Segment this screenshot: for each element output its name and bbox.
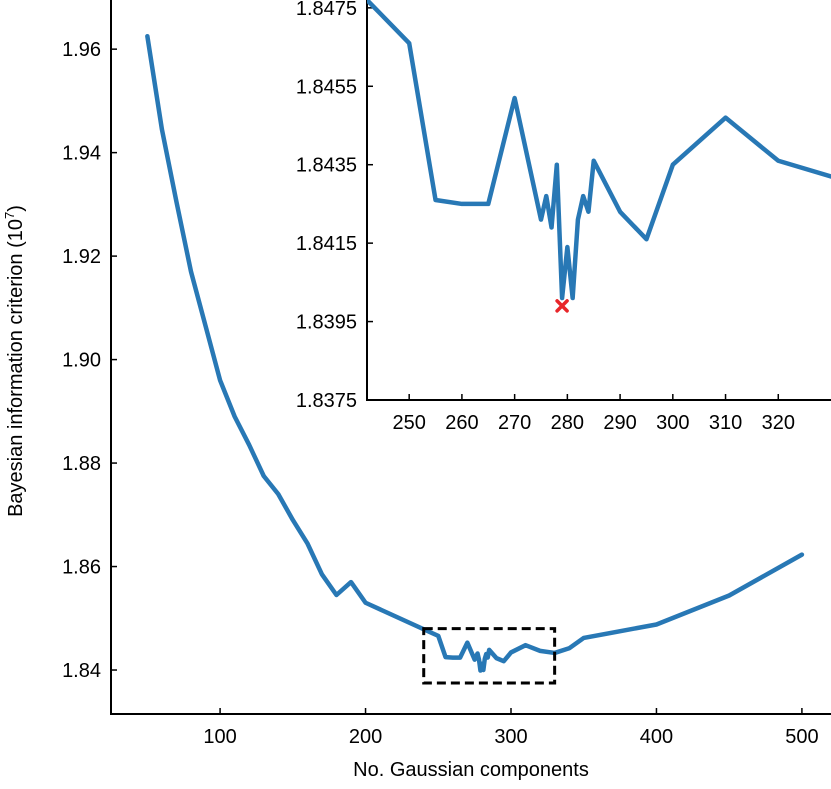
y-tick-label: 1.8435 — [296, 155, 357, 177]
x-tick-label: 400 — [640, 726, 673, 748]
x-tick-label: 290 — [603, 412, 636, 434]
y-tick-label: 1.90 — [62, 350, 101, 372]
x-tick-label: 260 — [445, 412, 478, 434]
y-tick-label: 1.8395 — [296, 312, 357, 334]
bic-series-line — [145, 33, 805, 673]
y-tick-label: 1.8375 — [296, 390, 357, 412]
x-tick-label: 500 — [785, 726, 818, 748]
y-axis-title-exponent: 7 — [2, 212, 17, 219]
x-tick-label: 280 — [551, 412, 584, 434]
y-tick-label: 1.8415 — [296, 233, 357, 255]
y-tick-label: 1.96 — [62, 39, 101, 61]
minimum-marker — [555, 299, 569, 313]
y-tick-label: 1.84 — [62, 660, 101, 682]
axis-spines — [110, 0, 831, 715]
x-tick-label: 310 — [709, 412, 742, 434]
x-tick-label: 300 — [656, 412, 689, 434]
zoom-region-box — [422, 627, 557, 685]
y-tick-label: 1.86 — [62, 557, 101, 579]
y-tick-label: 1.88 — [62, 453, 101, 475]
y-axis-title-main: Bayesian information criterion (10 — [5, 219, 27, 517]
x-tick-label: 270 — [498, 412, 531, 434]
x-tick-label: 100 — [203, 726, 236, 748]
x-tick-label: 320 — [762, 412, 795, 434]
bic-series-line — [367, 0, 831, 301]
inset-plot: 250 260 270 280 290 300 310 320 1.8375 1.8395 1.84… — [296, 0, 831, 434]
main-plot: 100 200 300 400 500 1.84 1.86 1.88 1.90 1.92 1.94 1… — [62, 0, 831, 748]
x-tick-label: 200 — [349, 726, 382, 748]
y-tick-label: 1.94 — [62, 143, 101, 165]
y-tick-label: 1.8455 — [296, 76, 357, 98]
y-tick-label: 1.8475 — [296, 0, 357, 20]
y-axis-title-suffix: ) — [5, 205, 27, 212]
x-axis-title: No. Gaussian components — [353, 759, 589, 781]
y-axis-title: Bayesian information criterion (107) — [2, 205, 27, 517]
x-tick-label: 250 — [392, 412, 425, 434]
y-tick-label: 1.92 — [62, 246, 101, 268]
x-tick-label: 300 — [494, 726, 527, 748]
